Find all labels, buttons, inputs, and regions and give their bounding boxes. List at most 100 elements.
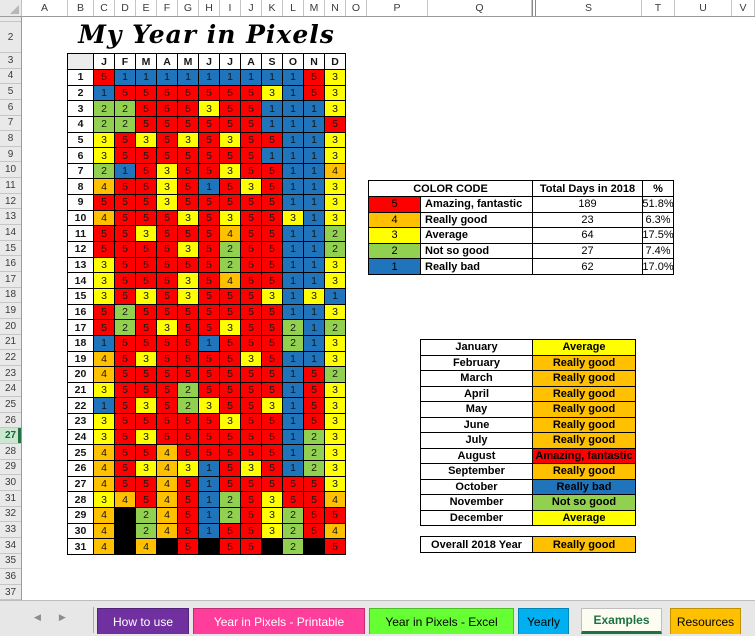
pixel-cell[interactable]: 4 xyxy=(157,492,177,507)
pixel-cell[interactable] xyxy=(115,539,135,554)
pixel-cell[interactable]: 2 xyxy=(178,382,198,398)
pixel-cell[interactable]: 3 xyxy=(136,351,156,367)
pixel-cell[interactable]: 5 xyxy=(304,398,324,414)
pixel-cell[interactable]: 5 xyxy=(199,445,219,461)
pixel-cell[interactable]: 5 xyxy=(136,304,156,320)
pixel-cell[interactable]: 5 xyxy=(241,382,261,398)
pixel-cell[interactable]: 1 xyxy=(283,148,303,163)
pixel-cell[interactable]: 1 xyxy=(199,335,219,351)
pixel-cell[interactable]: 5 xyxy=(220,179,240,195)
pixel-cell[interactable]: 3 xyxy=(325,304,345,320)
pixel-cell[interactable]: 1 xyxy=(304,335,324,351)
day-label-20[interactable]: 20 xyxy=(68,367,93,382)
pixel-cell[interactable]: 5 xyxy=(241,320,261,335)
column-header-V[interactable]: V xyxy=(732,0,755,16)
pixel-cell[interactable]: 1 xyxy=(199,507,219,523)
pixel-cell[interactable]: 5 xyxy=(115,273,135,288)
pixel-cell[interactable]: 2 xyxy=(94,116,114,132)
pixel-cell[interactable]: 3 xyxy=(325,476,345,492)
row-header-19[interactable]: 19 xyxy=(0,303,21,319)
pixel-cell[interactable]: 3 xyxy=(262,507,282,523)
pixel-cell[interactable]: 5 xyxy=(94,195,114,210)
pixel-cell[interactable]: 5 xyxy=(262,320,282,335)
month-rating-cell[interactable]: Really good xyxy=(533,355,635,370)
pixel-cell[interactable]: 4 xyxy=(157,476,177,492)
pixel-cell[interactable]: 1 xyxy=(304,226,324,242)
sheet-tab-year-in-pixels-printable[interactable]: Year in Pixels - Printable xyxy=(193,608,365,634)
pixel-cell[interactable]: 5 xyxy=(220,461,240,476)
pixel-cell[interactable]: 2 xyxy=(220,507,240,523)
pixel-cell[interactable]: 5 xyxy=(220,351,240,367)
pixel-cell[interactable]: 3 xyxy=(325,210,345,226)
pixel-cell[interactable]: 5 xyxy=(157,132,177,148)
day-label-31[interactable]: 31 xyxy=(68,539,93,554)
pixel-cell[interactable]: 3 xyxy=(325,351,345,367)
day-label-26[interactable]: 26 xyxy=(68,461,93,476)
pixel-cell[interactable]: 5 xyxy=(136,320,156,335)
pixel-cell[interactable]: 3 xyxy=(325,445,345,461)
pixel-cell[interactable]: 4 xyxy=(94,461,114,476)
pixel-cell[interactable]: 5 xyxy=(262,335,282,351)
month-name-cell[interactable]: March xyxy=(421,371,532,386)
pixel-cell[interactable]: 1 xyxy=(199,461,219,476)
pixel-cell[interactable]: 5 xyxy=(178,445,198,461)
day-label-19[interactable]: 19 xyxy=(68,351,93,367)
percent-header[interactable]: % xyxy=(643,181,673,196)
pixel-cell[interactable]: 5 xyxy=(115,195,135,210)
pixel-cell[interactable]: 5 xyxy=(157,226,177,242)
row-header-14[interactable]: 14 xyxy=(0,225,21,241)
pixel-cell[interactable]: 3 xyxy=(262,85,282,101)
pixel-cell[interactable]: 3 xyxy=(283,210,303,226)
row-header-25[interactable]: 25 xyxy=(0,397,21,413)
pixel-cell[interactable]: 1 xyxy=(304,351,324,367)
day-label-14[interactable]: 14 xyxy=(68,273,93,288)
pixel-cell[interactable]: 1 xyxy=(283,101,303,116)
pixel-cell[interactable]: 1 xyxy=(283,242,303,257)
column-header-I[interactable]: I xyxy=(220,0,241,16)
pixel-cell[interactable]: 5 xyxy=(115,414,135,429)
pixel-cell[interactable]: 3 xyxy=(325,101,345,116)
month-rating-cell[interactable]: Really good xyxy=(533,371,635,386)
pixel-cell[interactable]: 5 xyxy=(178,226,198,242)
pixel-cell[interactable]: 3 xyxy=(241,461,261,476)
pixel-cell[interactable]: 5 xyxy=(241,288,261,304)
pixel-cell[interactable]: 5 xyxy=(304,523,324,539)
column-header-C[interactable]: C xyxy=(94,0,115,16)
month-header-11[interactable]: N xyxy=(304,54,324,69)
tab-scroll-right-icon[interactable]: ▶ xyxy=(58,612,66,622)
pixel-cell[interactable]: 5 xyxy=(199,85,219,101)
pixel-cell[interactable]: 5 xyxy=(136,367,156,382)
pixel-cell[interactable]: 1 xyxy=(241,70,261,85)
pixel-cell[interactable]: 1 xyxy=(283,398,303,414)
pixel-cell[interactable]: 1 xyxy=(220,70,240,85)
total-days-cell[interactable]: 23 xyxy=(533,212,642,228)
pixel-cell[interactable]: 4 xyxy=(157,523,177,539)
day-label-3[interactable]: 3 xyxy=(68,101,93,116)
column-header-H[interactable]: H xyxy=(199,0,220,16)
pixel-cell[interactable]: 3 xyxy=(199,398,219,414)
pixel-cell[interactable]: 5 xyxy=(220,429,240,445)
pixel-cell[interactable]: 5 xyxy=(115,398,135,414)
day-label-21[interactable]: 21 xyxy=(68,382,93,398)
pixel-cell[interactable]: 3 xyxy=(325,382,345,398)
row-header-36[interactable]: 36 xyxy=(0,569,21,585)
pixel-cell[interactable]: 5 xyxy=(94,320,114,335)
pixel-cell[interactable]: 5 xyxy=(220,398,240,414)
pixel-cell[interactable]: 5 xyxy=(115,335,135,351)
pixel-cell[interactable]: 4 xyxy=(94,523,114,539)
row-header-3[interactable]: 3 xyxy=(0,53,21,69)
percent-cell[interactable]: 17.5% xyxy=(642,228,674,243)
day-label-4[interactable]: 4 xyxy=(68,116,93,132)
pixel-cell[interactable]: 5 xyxy=(115,85,135,101)
month-header-7[interactable]: J xyxy=(220,54,240,69)
pixel-cell[interactable]: 5 xyxy=(157,335,177,351)
month-name-cell[interactable]: November xyxy=(421,495,532,510)
pixel-cell[interactable]: 3 xyxy=(136,461,156,476)
pixel-cell[interactable]: 1 xyxy=(283,367,303,382)
pixel-cell[interactable]: 2 xyxy=(94,163,114,179)
pixel-cell[interactable]: 2 xyxy=(136,507,156,523)
pixel-cell[interactable]: 5 xyxy=(241,273,261,288)
month-name-cell[interactable]: February xyxy=(421,355,532,370)
pixel-cell[interactable]: 4 xyxy=(94,367,114,382)
pixel-cell[interactable]: 4 xyxy=(115,492,135,507)
